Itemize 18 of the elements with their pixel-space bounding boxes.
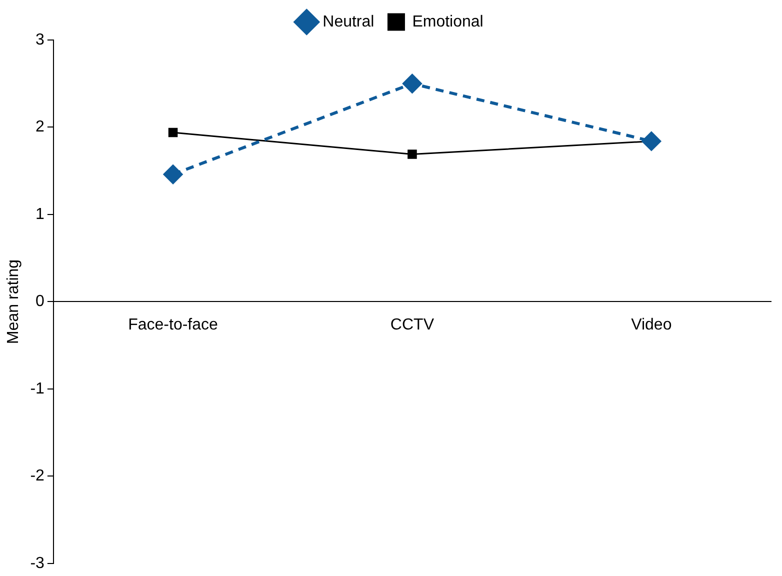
x-tick-label: CCTV — [390, 316, 434, 334]
x-tick-label: Face-to-face — [128, 316, 218, 334]
legend-label: Neutral — [322, 13, 374, 30]
y-tick-label: -1 — [30, 380, 45, 398]
point — [642, 132, 661, 151]
point — [402, 74, 422, 94]
x-tick-label: Video — [631, 316, 672, 334]
y-tick-label: 1 — [36, 206, 45, 223]
legend-label: Emotional — [412, 13, 484, 30]
point — [408, 150, 417, 159]
y-tick-label: 3 — [36, 31, 45, 48]
y-tick-label: -2 — [30, 468, 45, 485]
y-tick-label: -3 — [30, 554, 45, 572]
y-axis-title: Mean rating — [5, 259, 22, 344]
point — [168, 128, 178, 138]
y-tick-label: 2 — [36, 118, 45, 136]
y-tick-label: 0 — [36, 293, 45, 310]
point — [164, 164, 183, 184]
